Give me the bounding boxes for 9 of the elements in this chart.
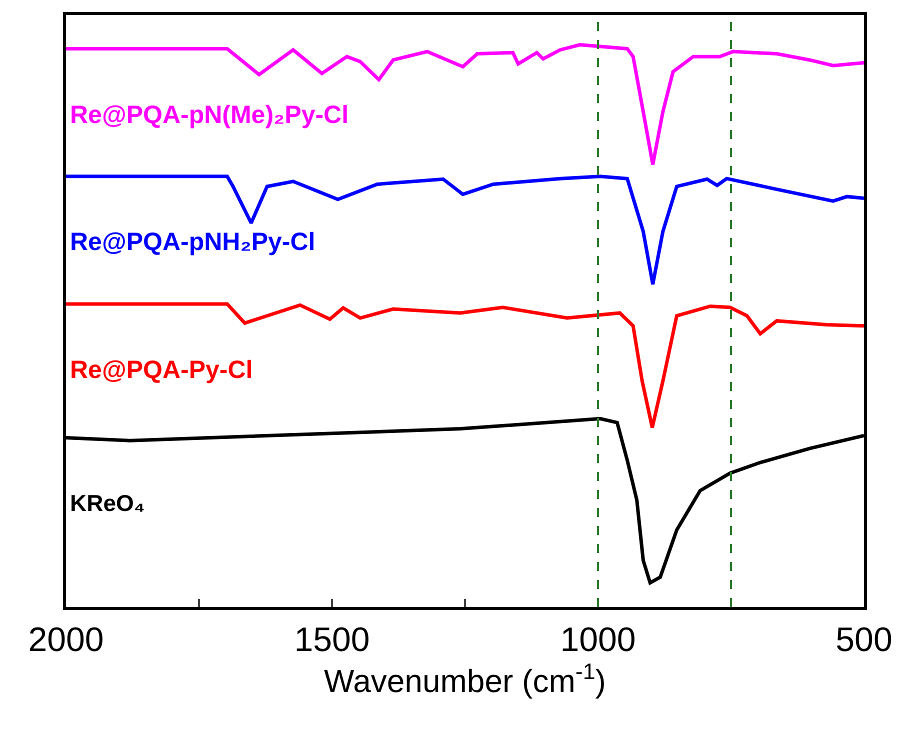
text: KReO₄	[70, 490, 145, 516]
x-tick-label: 500	[836, 620, 892, 659]
x-axis-title: Wavenumber (cm$^{-1}$)	[324, 658, 606, 700]
series-label: Re@PQA-pN(Me)₂Py-Cl	[70, 101, 349, 129]
x-tick-label: 1000	[560, 620, 636, 659]
series-label: Re@PQA-pNH₂Py-Cl	[70, 228, 316, 256]
x-tick-label: 2000	[28, 620, 104, 659]
series-label: Re@PQA-Py-Cl	[70, 356, 253, 384]
x-tick-label: 1500	[294, 620, 370, 659]
